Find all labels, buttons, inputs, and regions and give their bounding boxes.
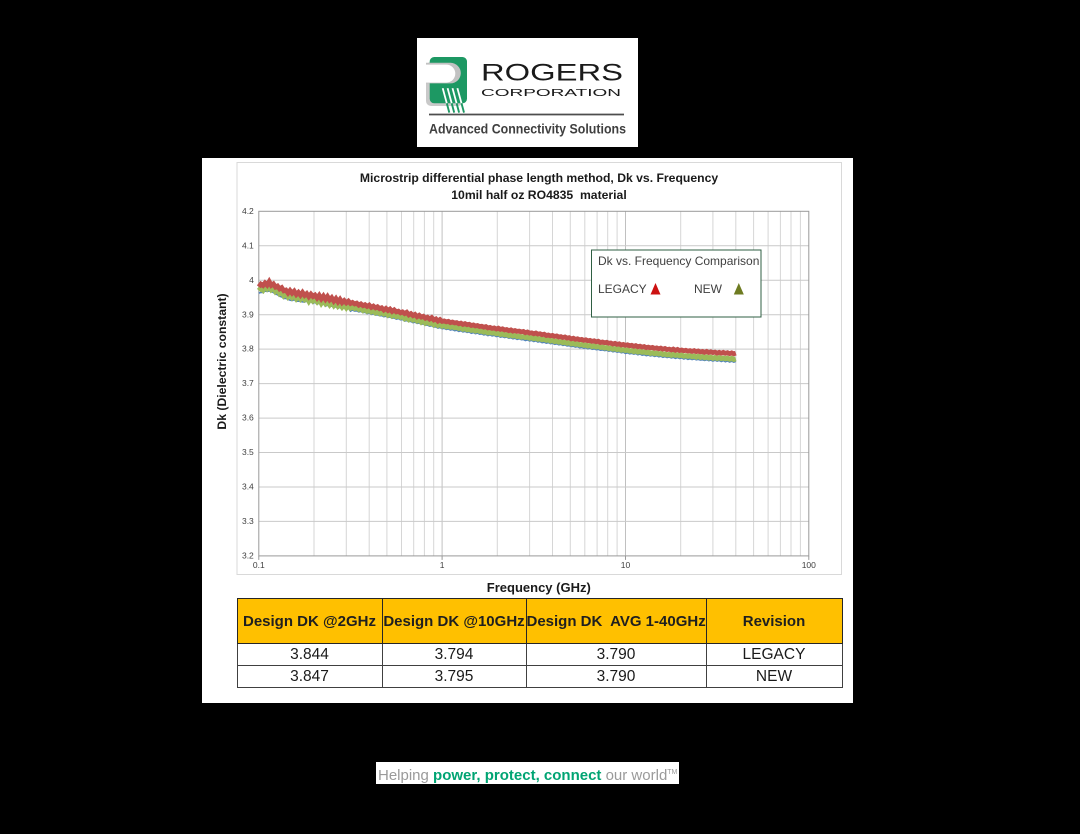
svg-text:3.2: 3.2 bbox=[242, 551, 254, 561]
svg-text:3.9: 3.9 bbox=[242, 309, 254, 319]
svg-text:Advanced Connectivity Solution: Advanced Connectivity Solutions bbox=[429, 120, 626, 136]
svg-text:4.1: 4.1 bbox=[242, 240, 254, 250]
svg-text:1: 1 bbox=[440, 560, 445, 570]
svg-text:10mil half oz RO4835 material: 10mil half oz RO4835 material bbox=[451, 188, 626, 202]
svg-text:10: 10 bbox=[621, 560, 631, 570]
svg-text:0.1: 0.1 bbox=[253, 560, 265, 570]
svg-text:3.6: 3.6 bbox=[242, 413, 254, 423]
svg-text:4: 4 bbox=[249, 275, 254, 285]
svg-text:100: 100 bbox=[802, 560, 816, 570]
svg-text:Dk (Dielectric constant): Dk (Dielectric constant) bbox=[215, 293, 229, 429]
svg-text:NEW: NEW bbox=[694, 282, 723, 296]
svg-text:LEGACY: LEGACY bbox=[598, 282, 647, 296]
svg-text:3.7: 3.7 bbox=[242, 378, 254, 388]
svg-text:4.2: 4.2 bbox=[242, 206, 254, 216]
svg-text:Microstrip differential phase: Microstrip differential phase length met… bbox=[360, 171, 718, 185]
svg-text:3.3: 3.3 bbox=[242, 516, 254, 526]
svg-text:3.4: 3.4 bbox=[242, 482, 254, 492]
svg-text:ROGERS: ROGERS bbox=[481, 60, 623, 87]
svg-text:Dk vs. Frequency Comparison: Dk vs. Frequency Comparison bbox=[598, 254, 759, 268]
svg-text:Frequency (GHz): Frequency (GHz) bbox=[487, 580, 591, 595]
svg-text:3.5: 3.5 bbox=[242, 447, 254, 457]
svg-text:3.8: 3.8 bbox=[242, 344, 254, 354]
svg-text:CORPORATION: CORPORATION bbox=[481, 87, 621, 99]
